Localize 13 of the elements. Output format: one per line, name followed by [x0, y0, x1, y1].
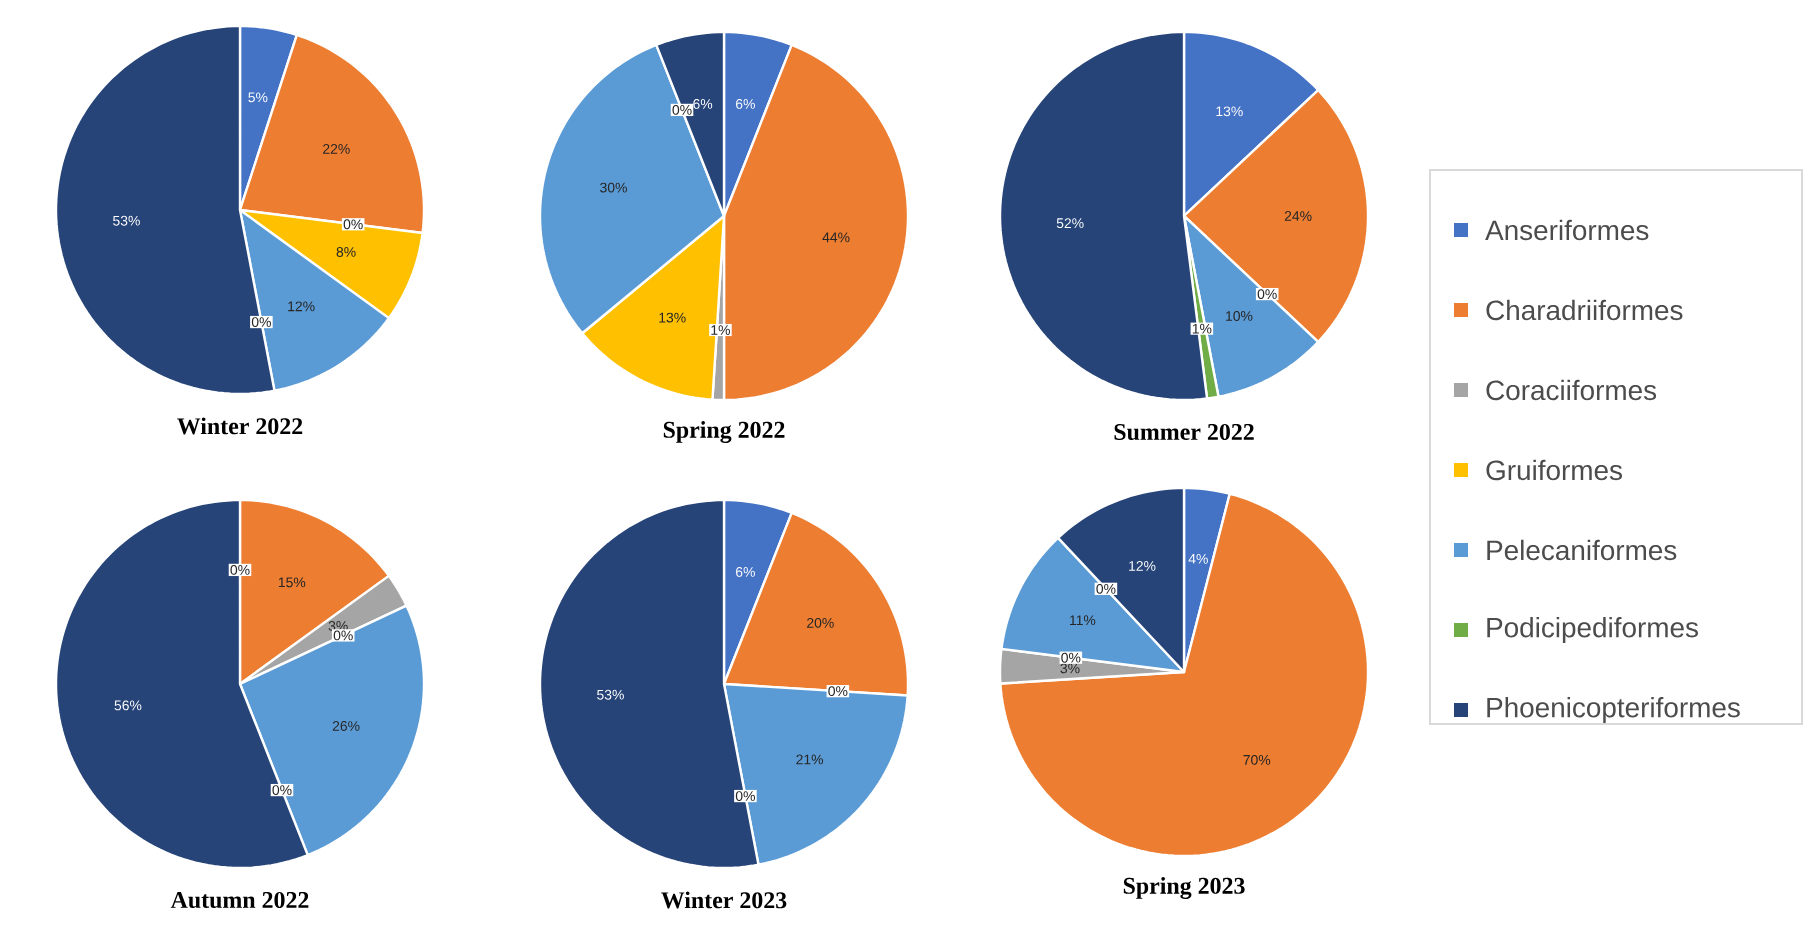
text: Spring 2022: [663, 421, 785, 443]
text: Winter 2022: [177, 417, 303, 435]
legend-label: Pelecaniformes: [1487, 539, 1677, 561]
legend-label: Phoenicopteriformes: [1487, 696, 1740, 723]
legend-label: Coraciiformes: [1486, 379, 1657, 401]
legend-label: Anseriformes: [1485, 219, 1649, 241]
text: Spring 2023: [1123, 877, 1245, 899]
legend-label: Gruiformes: [1486, 459, 1622, 481]
legend-label: Podicipediformes: [1487, 616, 1698, 643]
text: Autumn 2022: [170, 891, 309, 909]
text: Winter 2023: [661, 891, 787, 909]
text: Summer 2022: [1114, 423, 1254, 441]
legend-label: Charadriiformes: [1486, 299, 1683, 321]
